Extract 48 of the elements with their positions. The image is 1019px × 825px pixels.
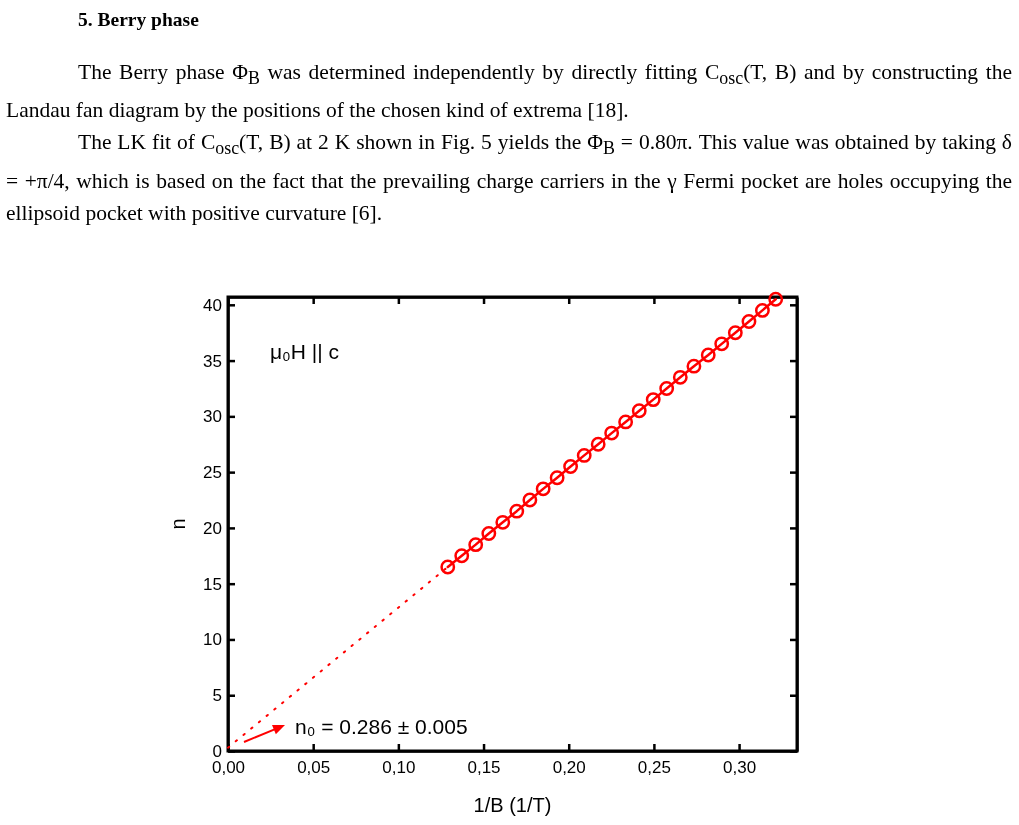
y-tick-label: 30 xyxy=(203,407,222,427)
point xyxy=(631,403,647,419)
point xyxy=(495,514,511,530)
point xyxy=(741,314,757,329)
point xyxy=(604,425,620,441)
point xyxy=(727,325,743,341)
point xyxy=(659,381,675,396)
x-tick-label: 0,20 xyxy=(552,758,586,778)
point xyxy=(686,358,702,374)
chart-title: 5. Berry phase xyxy=(77,8,200,32)
x-tick-label: 0,00 xyxy=(211,758,246,778)
point xyxy=(468,537,484,553)
text: The Berry phase Φ$_{B}$ was determined independently by directly fitting C$_{osc}$(T, B) and by constructing the Landau fan diagram by the positions of the chosen kind of extrema [18]. xyxy=(6,60,1012,123)
y-tick-label: 35 xyxy=(203,351,222,371)
point xyxy=(714,336,730,352)
point xyxy=(754,302,770,318)
point xyxy=(563,459,579,474)
y-tick-label: 0 xyxy=(212,741,222,761)
x-tick-label: 0,05 xyxy=(297,758,331,778)
point xyxy=(768,291,784,307)
point xyxy=(509,503,525,519)
point xyxy=(672,369,688,385)
point xyxy=(618,414,634,430)
y-tick-label: 10 xyxy=(203,630,222,650)
x-tick-label: 0,10 xyxy=(382,758,416,778)
x-tick-label: 0,15 xyxy=(467,758,501,778)
point xyxy=(535,481,551,497)
y-tick-label: 5 xyxy=(212,686,222,706)
y-tick-label: 40 xyxy=(203,295,222,315)
y-tick-label: 15 xyxy=(203,574,222,594)
y-axis-title: n xyxy=(167,518,189,530)
point xyxy=(440,559,456,575)
x-tick-label: 0,25 xyxy=(637,758,671,778)
point xyxy=(522,492,538,508)
y-tick-label: 20 xyxy=(203,518,222,538)
annotation: n₀ = 0.286 ± 0.005 xyxy=(295,715,468,738)
point xyxy=(454,548,470,564)
x-tick-label: 0,30 xyxy=(723,758,757,778)
point xyxy=(576,447,592,463)
point xyxy=(590,436,606,452)
point xyxy=(645,392,661,408)
annotation: μ₀H || c xyxy=(270,340,340,363)
y-tick-label: 25 xyxy=(203,463,222,483)
point xyxy=(700,347,716,363)
point xyxy=(481,526,497,541)
x-axis-title: 1/B (1/T) xyxy=(473,794,552,816)
text: The LK fit of C$_{osc}$(T, B) at 2 K shown in Fig. 5 yields the Φ$_{B}$ = 0.80π. This value was obtained by taking δ = +π/4, which is based on the fact that the prevailing charge carriers in the γ Fermi pocket are holes occupying the ellipsoid pocket with positive curvature [6]. xyxy=(6,129,1012,227)
point xyxy=(549,470,565,486)
